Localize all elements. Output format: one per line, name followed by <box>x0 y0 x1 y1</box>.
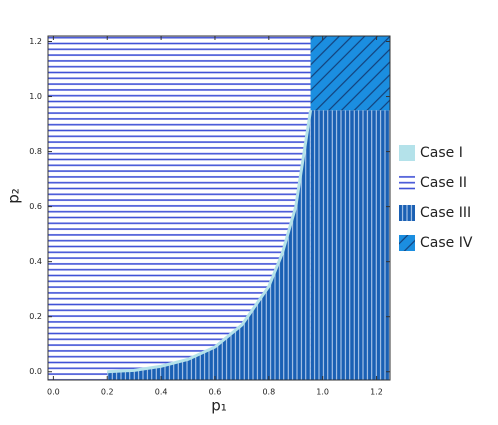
y-tick-label: 0.0 <box>29 367 42 376</box>
x-tick-label: 1.0 <box>316 388 329 397</box>
x-tick-label: 0.6 <box>209 388 222 397</box>
y-axis-label: p₂ <box>5 188 23 204</box>
legend-swatch <box>399 175 415 191</box>
x-tick-label: 0.2 <box>101 388 114 397</box>
case-iv-region <box>310 36 390 111</box>
case-iii-region <box>107 110 311 380</box>
y-tick-label: 1.2 <box>29 37 42 46</box>
legend-swatch <box>399 145 415 161</box>
legend-label: Case III <box>420 205 471 221</box>
y-tick-label: 0.2 <box>29 312 42 321</box>
y-tick-label: 0.8 <box>29 147 42 156</box>
legend-label: Case II <box>420 175 467 191</box>
x-axis-label: p₁ <box>211 397 227 415</box>
x-tick-label: 0.8 <box>262 388 275 397</box>
case-i-boundary <box>107 110 313 374</box>
plot-frame <box>47 35 391 381</box>
legend-label: Case IV <box>420 235 473 251</box>
legend-swatch <box>399 205 415 221</box>
x-tick-label: 0.4 <box>155 388 168 397</box>
case-iii-region <box>310 110 390 380</box>
legend-label: Case I <box>420 145 463 161</box>
x-tick-label: 1.2 <box>370 388 383 397</box>
x-tick-label: 0.0 <box>47 388 60 397</box>
y-tick-label: 0.4 <box>29 257 42 266</box>
y-tick-label: 1.0 <box>29 92 42 101</box>
y-tick-label: 0.6 <box>29 202 42 211</box>
legend-swatch <box>399 235 415 251</box>
